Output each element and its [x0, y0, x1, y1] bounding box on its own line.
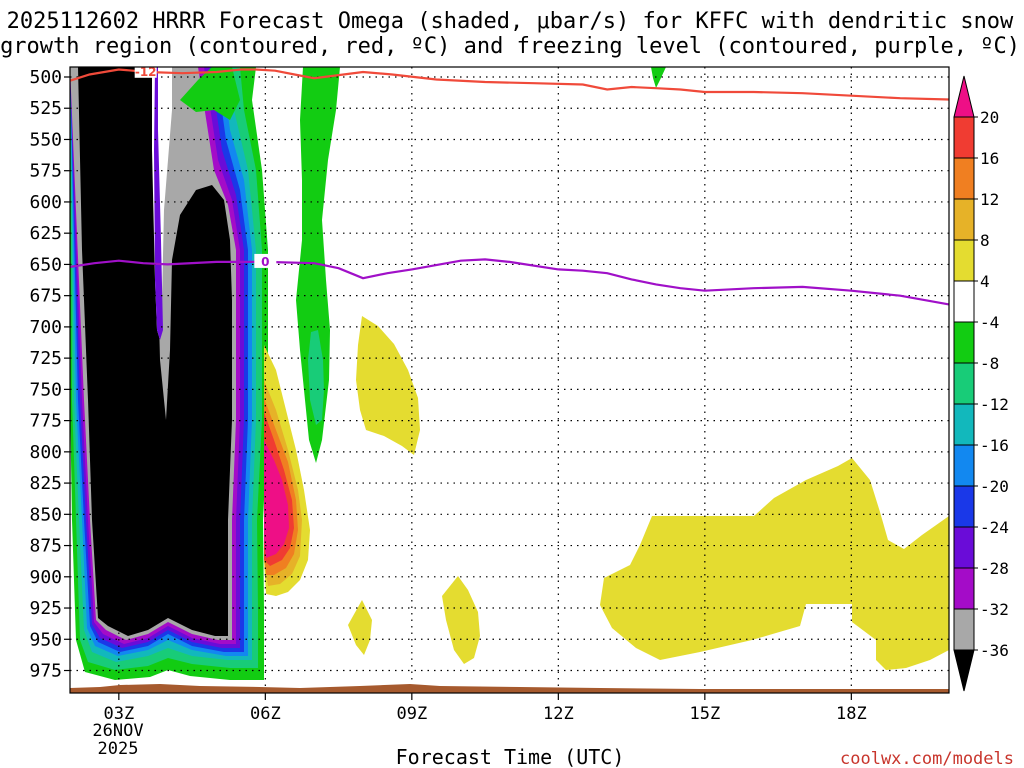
- credit-text: coolwx.com/models: [840, 749, 1014, 768]
- colorbar-segment: [953, 444, 975, 487]
- colorbar-segment: [953, 526, 975, 569]
- y-tick-label: 775: [29, 411, 62, 432]
- omega-shade-yellow-big: [600, 458, 949, 670]
- colorbar: 20 16 12 8 4 -4 -8 -12 -16 -20 -24 -28 -32 -36: [953, 75, 1009, 692]
- colorbar-segment: [953, 239, 975, 282]
- x-tick-label: 06Z: [250, 704, 281, 724]
- y-tick-label: 750: [29, 379, 62, 400]
- x-tick-label: 15Z: [689, 704, 720, 724]
- colorbar-segment: [953, 157, 975, 200]
- contour-label: -12: [135, 65, 157, 79]
- colorbar-label: 8: [980, 231, 990, 250]
- y-tick-label: 600: [29, 192, 62, 213]
- y-tick-label: 700: [29, 317, 62, 338]
- omega-shade-pink: [264, 440, 289, 558]
- omega-shading: [70, 67, 949, 680]
- x-tick-label: 03Z: [103, 704, 134, 724]
- colorbar-segment: [953, 485, 975, 528]
- omega-gap-purple-edge: [154, 67, 163, 340]
- colorbar-label: -36: [980, 641, 1009, 660]
- omega-shade-yellow-10z: [442, 576, 480, 664]
- colorbar-label: -4: [980, 313, 999, 332]
- date-label-year: 2025: [98, 739, 139, 759]
- contour-line: [69, 258, 950, 306]
- colorbar-top-arrow: [953, 75, 975, 118]
- contour-label-bg: [254, 253, 277, 268]
- surface-terrain-strip: [70, 684, 949, 693]
- y-tick-label: 825: [29, 473, 62, 494]
- colorbar-segment: [953, 403, 975, 446]
- y-tick-label: 875: [29, 536, 62, 557]
- y-tick-label: 900: [29, 567, 62, 588]
- y-tick-label: 625: [29, 223, 62, 244]
- contour-line: [69, 68, 950, 101]
- colorbar-label: 20: [980, 108, 999, 127]
- x-tick-label: 09Z: [396, 704, 427, 724]
- colorbar-label: 12: [980, 190, 999, 209]
- contour-label: 0: [261, 255, 269, 269]
- omega-shade-yellow-0830z-low: [348, 600, 372, 655]
- plot-frame: [69, 66, 950, 694]
- omega-shade-green-top: [651, 67, 666, 88]
- colorbar-segment: [953, 321, 975, 364]
- omega-shade-black-core: [78, 67, 232, 636]
- colorbar-label: -24: [980, 518, 1009, 537]
- colorbar-label: -12: [980, 395, 1009, 414]
- omega-shade-yellow-08z: [356, 316, 420, 455]
- colorbar-label: -20: [980, 477, 1009, 496]
- grid-lines: [70, 67, 949, 693]
- colorbar-segment: [953, 116, 975, 159]
- y-tick-label: 675: [29, 286, 62, 307]
- colorbar-segment: [953, 362, 975, 405]
- contour-lines: -12 0: [69, 63, 950, 306]
- colorbar-label: 16: [980, 149, 999, 168]
- chart-title-line2: growth region (contoured, red, ºC) and f…: [0, 34, 1020, 59]
- x-tick-label: 18Z: [836, 704, 867, 724]
- x-tick-label: 12Z: [543, 704, 574, 724]
- colorbar-segment: [953, 280, 975, 323]
- y-tick-label: 725: [29, 348, 62, 369]
- colorbar-label: -8: [980, 354, 999, 373]
- date-label-day: 26NOV: [92, 721, 143, 741]
- y-axis-ticks: 500 525 550 575 600 625 650 675 700 725 750 775 800 8…: [29, 67, 70, 682]
- colorbar-label: -28: [980, 559, 1009, 578]
- y-tick-label: 525: [29, 98, 62, 119]
- y-tick-label: 850: [29, 504, 62, 525]
- x-axis-ticks: 03Z 06Z 09Z 12Z 15Z 18Z: [103, 693, 867, 724]
- y-tick-label: 650: [29, 254, 62, 275]
- omega-shade-teal-plume: [308, 330, 324, 425]
- y-tick-label: 950: [29, 629, 62, 650]
- colorbar-label: -32: [980, 600, 1009, 619]
- y-tick-label: 975: [29, 661, 62, 682]
- colorbar-segment: [953, 567, 975, 610]
- colorbar-label: 4: [980, 272, 990, 291]
- y-tick-label: 550: [29, 129, 62, 150]
- y-tick-label: 500: [29, 67, 62, 88]
- colorbar-segment: [953, 198, 975, 241]
- colorbar-label: -16: [980, 436, 1009, 455]
- y-tick-label: 800: [29, 442, 62, 463]
- x-axis-label: Forecast Time (UTC): [396, 745, 625, 768]
- omega-shade-green-bump: [180, 67, 240, 120]
- chart-title-line1: 2025112602 HRRR Forecast Omega (shaded, …: [7, 9, 1014, 34]
- y-tick-label: 575: [29, 161, 62, 182]
- colorbar-bottom-arrow: [953, 649, 975, 692]
- y-tick-label: 925: [29, 598, 62, 619]
- colorbar-segment: [953, 608, 975, 651]
